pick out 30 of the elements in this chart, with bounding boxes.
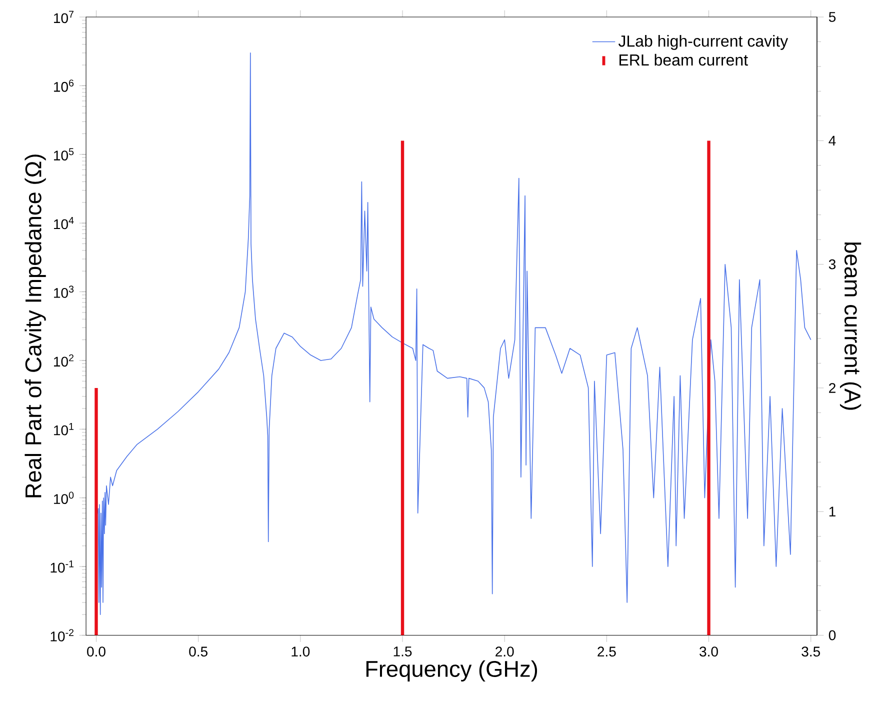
y-tick-label: 10$^{6}$	[54, 79, 74, 92]
y-tick-label: 10$^{3}$	[54, 286, 74, 298]
x-axis-title: Frequency (GHz)	[366, 660, 538, 682]
y2-tick-label: 4	[828, 136, 836, 146]
x-tick-label: 1.5	[394, 646, 412, 656]
x-tick-label: 1.0	[292, 646, 310, 656]
y2-tick-label: 5	[828, 12, 836, 22]
y2-tick-label: 2	[829, 382, 836, 393]
y-tick-label: 10$^{7}$	[54, 10, 74, 23]
y2-tick-label: 3	[828, 259, 836, 270]
x-tick-label: 2.5	[598, 646, 616, 656]
legend-label: ERL beam current	[620, 54, 748, 66]
y2-tick-label: 1	[829, 506, 836, 516]
y-tick-label: 10$^{2}$	[54, 354, 74, 366]
legend-label: JLab high-current cavity	[618, 34, 788, 50]
y-tick-label: 10$^{-1}$	[50, 560, 74, 573]
x-tick-label: 3.0	[700, 646, 718, 656]
y2-axis-title: beam current (A)	[840, 242, 862, 410]
y-tick-label: 10$^{4}$	[54, 216, 74, 230]
y-tick-label: 10$^{0}$	[54, 492, 74, 504]
x-tick-label: 3.5	[802, 646, 820, 656]
x-tick-label: 2.0	[496, 646, 514, 656]
line-series	[96, 52, 812, 615]
x-tick-label: 0.5	[189, 646, 208, 656]
y-tick-label: 10$^{-2}$	[50, 628, 74, 642]
x-tick-label: 0.0	[87, 646, 106, 656]
y-tick-label: 10$^{5}$	[54, 148, 74, 160]
y-axis-title: Real Part of Cavity Impedance (Ω)	[24, 154, 46, 498]
y-tick-label: 10$^{1}$	[54, 422, 74, 436]
y2-tick-label: 0	[828, 630, 836, 640]
